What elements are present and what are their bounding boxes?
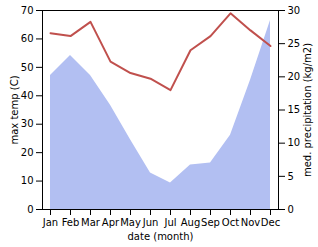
svg-text:15: 15 xyxy=(288,104,301,115)
svg-text:max temp (C): max temp (C) xyxy=(9,75,20,144)
svg-text:0: 0 xyxy=(27,204,33,215)
svg-text:25: 25 xyxy=(288,38,301,49)
svg-text:Dec: Dec xyxy=(261,217,280,228)
svg-text:0: 0 xyxy=(288,204,294,215)
svg-text:Feb: Feb xyxy=(62,217,80,228)
svg-text:10: 10 xyxy=(288,137,301,148)
svg-text:70: 70 xyxy=(21,5,34,16)
svg-text:60: 60 xyxy=(21,33,34,44)
svg-text:Jun: Jun xyxy=(142,217,159,228)
svg-text:10: 10 xyxy=(21,175,34,186)
svg-text:Aug: Aug xyxy=(181,217,201,228)
svg-text:20: 20 xyxy=(21,147,34,158)
svg-text:May: May xyxy=(120,217,141,228)
svg-text:Mar: Mar xyxy=(81,217,101,228)
svg-text:Sep: Sep xyxy=(201,217,220,228)
svg-text:30: 30 xyxy=(288,5,301,16)
svg-text:40: 40 xyxy=(21,90,34,101)
svg-text:Apr: Apr xyxy=(102,217,120,228)
svg-text:Oct: Oct xyxy=(222,217,239,228)
svg-text:5: 5 xyxy=(288,171,294,182)
svg-text:Jul: Jul xyxy=(163,217,176,228)
svg-text:30: 30 xyxy=(21,118,34,129)
svg-text:50: 50 xyxy=(21,62,34,73)
svg-text:Jan: Jan xyxy=(42,217,58,228)
svg-text:20: 20 xyxy=(288,71,301,82)
svg-text:med. precipitation (kg/m2): med. precipitation (kg/m2) xyxy=(302,43,313,177)
svg-text:date (month): date (month) xyxy=(128,231,194,242)
svg-text:Nov: Nov xyxy=(241,217,261,228)
